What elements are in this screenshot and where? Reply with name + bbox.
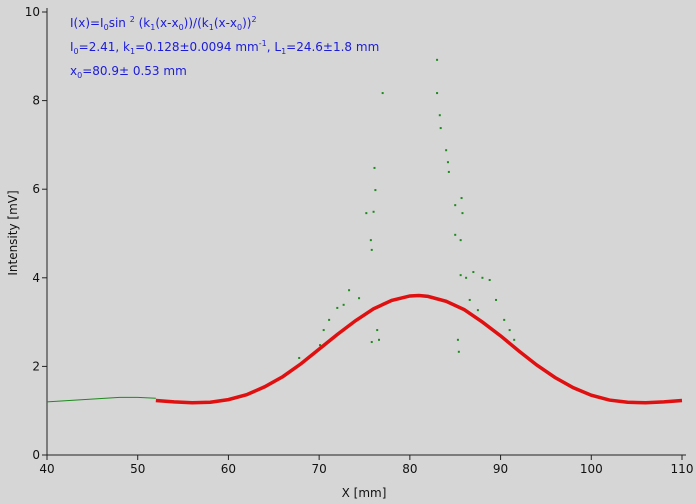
annotation-text: =24.6±1.8 mm — [286, 40, 379, 54]
data-point — [374, 189, 377, 192]
data-point — [319, 344, 322, 347]
data-point — [456, 338, 459, 341]
data-point — [459, 274, 462, 277]
data-point — [322, 329, 325, 332]
annotation-text: =0.128±0.0094 mm — [135, 40, 259, 54]
data-point — [495, 298, 498, 301]
x-tick-label: 80 — [402, 462, 417, 476]
data-point — [298, 356, 301, 359]
data-point — [461, 212, 464, 215]
annotation-text: )) — [242, 16, 251, 30]
data-point — [454, 233, 457, 236]
data-point — [459, 239, 462, 242]
data-point — [460, 197, 463, 200]
data-point — [488, 279, 491, 282]
data-point — [378, 338, 381, 341]
annotation-text: I — [70, 40, 74, 54]
y-tick-label: 10 — [25, 5, 40, 19]
data-point — [328, 318, 331, 321]
x-tick-label: 70 — [312, 462, 327, 476]
data-point — [370, 248, 373, 251]
data-point — [369, 239, 372, 242]
data-point — [436, 58, 439, 61]
x-tick-label: 40 — [39, 462, 54, 476]
y-tick-label: 0 — [32, 448, 40, 462]
annotation-sub: 0 — [77, 71, 82, 80]
annotation-text: ))/(k — [184, 16, 209, 30]
annotation-sub: 0 — [179, 23, 184, 32]
data-point — [370, 341, 373, 344]
annotation-text: (x-x — [214, 16, 237, 30]
data-point — [447, 170, 450, 173]
data-point — [376, 329, 379, 332]
annotation-sub: 0 — [237, 23, 242, 32]
data-point — [468, 298, 471, 301]
x-tick-label: 100 — [580, 462, 603, 476]
annotation-text: =80.9± 0.53 mm — [82, 64, 187, 78]
data-point — [454, 204, 457, 207]
data-point — [446, 161, 449, 164]
data-point — [439, 127, 442, 130]
y-tick-label: 2 — [32, 359, 40, 373]
annotation: I(x)=I0​sin 2​ (k1​(x-x0​))/(k1​(x-x0​))… — [70, 15, 257, 32]
annotation-text: (x-x — [155, 16, 178, 30]
y-axis-label: Intensity [mV] — [6, 190, 20, 275]
x-axis-label: X [mm] — [342, 486, 387, 500]
data-point — [476, 309, 479, 312]
data-point — [373, 166, 376, 169]
annotation-sup: 2 — [252, 15, 257, 24]
fit-curve — [155, 293, 683, 405]
data-point — [372, 210, 375, 213]
annotation-text: x — [70, 64, 77, 78]
data-point — [381, 92, 384, 95]
annotation-text: I(x)=I — [70, 16, 104, 30]
data-point — [438, 114, 441, 117]
data-point — [472, 271, 475, 274]
annotation-sub: 0 — [104, 23, 109, 32]
x-tick-label: 60 — [221, 462, 236, 476]
annotation-text: sin — [109, 16, 130, 30]
y-tick-label: 8 — [32, 94, 40, 108]
data-point — [365, 212, 368, 215]
data-point — [481, 276, 484, 279]
data-point — [445, 149, 448, 152]
data-point — [513, 338, 516, 341]
annotation-text: =2.41, k — [79, 40, 130, 54]
y-tick-label: 4 — [32, 271, 40, 285]
measured-line — [46, 396, 156, 403]
annotation-sub: 0 — [74, 47, 79, 56]
annotation: x0​=80.9± 0.53 mm — [70, 64, 187, 80]
data-point — [503, 318, 506, 321]
data-point — [348, 289, 351, 292]
annotation-sup: -1 — [259, 39, 267, 48]
data-point — [457, 350, 460, 353]
data-point — [436, 92, 439, 95]
data-point — [342, 303, 345, 306]
annotation-sub: 1 — [130, 47, 135, 56]
x-tick-label: 110 — [671, 462, 694, 476]
x-tick-label: 50 — [130, 462, 145, 476]
annotation-sub: 1 — [209, 23, 214, 32]
annotation: I0​=2.41, k1​=0.128±0.0094 mm-1​, L1​=24… — [70, 39, 379, 56]
data-point — [358, 297, 361, 300]
annotation-sub: 1 — [150, 23, 155, 32]
annotation-text: , L — [267, 40, 282, 54]
data-point — [508, 329, 511, 332]
y-tick-label: 6 — [32, 182, 40, 196]
annotation-text: (k — [135, 16, 150, 30]
data-point — [336, 306, 339, 309]
data-point — [465, 276, 468, 279]
x-tick-label: 90 — [493, 462, 508, 476]
annotation-sup: 2 — [130, 15, 135, 24]
annotation-sub: 1 — [281, 47, 286, 56]
